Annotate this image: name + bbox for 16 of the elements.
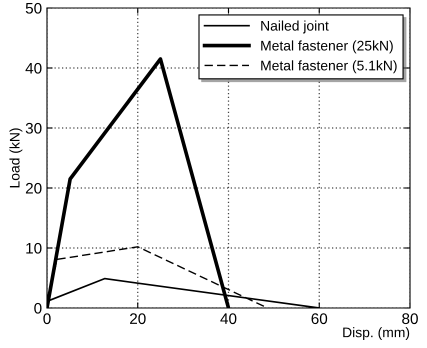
y-axis-title: Load (kN) [9, 128, 22, 188]
y-tick-label: 10 [26, 242, 42, 254]
y-tick-label: 50 [26, 2, 42, 14]
y-tick-label: 20 [26, 182, 42, 194]
x-tick-label: 80 [402, 313, 418, 324]
y-tick-label: 0 [34, 302, 42, 314]
legend-label: Metal fastener (5.1kN) [261, 60, 397, 74]
x-tick-label: 60 [312, 313, 328, 324]
legend-label: Nailed joint [261, 20, 329, 34]
y-tick-label: 30 [26, 122, 42, 134]
x-tick-label: 20 [130, 313, 146, 324]
x-axis-title: Disp. (mm) [343, 327, 410, 340]
x-tick-label: 0 [43, 313, 51, 324]
x-tick-label: 40 [220, 313, 236, 324]
y-tick-label: 40 [26, 62, 42, 74]
legend-label: Metal fastener (25kN) [261, 40, 393, 54]
